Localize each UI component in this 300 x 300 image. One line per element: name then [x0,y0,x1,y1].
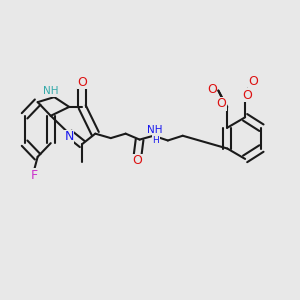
Text: N: N [64,130,74,143]
Text: O: O [216,98,226,110]
Text: NH: NH [43,86,58,96]
Text: O: O [207,83,217,97]
Text: O: O [248,74,258,88]
Text: O: O [77,76,87,89]
Text: NH: NH [147,125,163,135]
Text: O: O [133,154,142,167]
Text: H: H [153,136,159,145]
Text: O: O [243,88,252,101]
Text: F: F [31,169,38,182]
